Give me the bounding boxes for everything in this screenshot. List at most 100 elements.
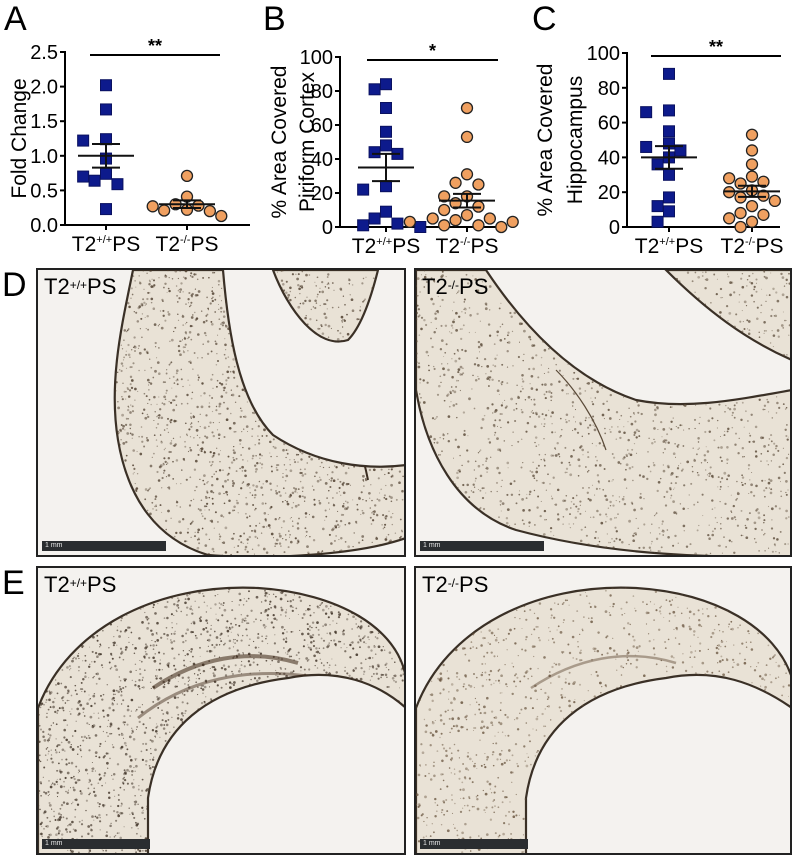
y-tick-label: 20	[598, 182, 620, 204]
panel-letter-d: D	[2, 266, 27, 304]
data-point-circle	[745, 158, 759, 171]
y-tick-label: 1.0	[30, 146, 58, 168]
data-point-circle	[745, 215, 759, 228]
data-point-circle	[768, 194, 782, 208]
data-point-square	[414, 221, 427, 233]
data-point-circle	[460, 208, 474, 222]
y-tick-label: 100	[300, 47, 333, 69]
panel-letter-e: E	[2, 564, 25, 602]
data-point-square	[391, 217, 404, 230]
data-point-square	[380, 125, 392, 138]
panel-letter-c: C	[532, 0, 557, 38]
data-point-square	[640, 140, 653, 153]
y-tick-label: 80	[598, 78, 620, 100]
tissue-texture	[38, 568, 404, 853]
data-point-square	[663, 104, 675, 117]
micrograph-e-knockout: T2-/-PS 1 mm	[414, 566, 792, 855]
y-tick-label: 100	[587, 43, 620, 65]
y-tick-label: 1.5	[30, 111, 58, 133]
chart-piriform-cortex: 0 20 40 60 80 100 % Area Covered Piriform Corte…	[268, 41, 519, 258]
data-point-square	[640, 106, 653, 119]
micrograph-e-wildtype: T2+/+PS 1 mm	[36, 566, 406, 855]
data-point-square	[357, 219, 370, 232]
data-point-square	[100, 203, 112, 216]
micrograph-label: T2+/+PS	[44, 274, 117, 299]
x-tick-label: T2+/+PS	[352, 235, 420, 258]
data-point-square	[651, 158, 664, 171]
y-axis-label: Hippocampus	[564, 76, 587, 204]
significance-stars: **	[709, 37, 723, 57]
data-point-square	[663, 67, 675, 80]
data-point-square	[380, 78, 392, 91]
data-point-circle	[506, 215, 519, 229]
data-point-circle	[460, 168, 474, 181]
panel-letter-b: B	[263, 0, 286, 38]
data-point-circle	[745, 199, 759, 213]
data-point-square	[100, 103, 112, 116]
y-axis-label: Piriform Cortex	[296, 71, 319, 212]
x-tick-label: T2-/-PS	[156, 233, 219, 256]
data-point-square	[663, 191, 675, 204]
panel-letter-a: A	[4, 0, 27, 38]
data-point-circle	[180, 169, 194, 183]
tissue-texture	[416, 270, 790, 555]
y-tick-label: 2.5	[30, 42, 58, 64]
data-point-circle	[472, 219, 485, 232]
micrograph-label: T2-/-PS	[422, 572, 489, 597]
x-tick-label: T2+/+PS	[72, 233, 140, 256]
y-tick-label: 60	[598, 113, 620, 135]
data-point-circle	[734, 206, 747, 220]
data-point-circle	[426, 212, 439, 225]
y-tick-label: 40	[311, 149, 333, 171]
data-point-circle	[460, 101, 474, 115]
data-point-square	[651, 215, 664, 228]
data-point-circle	[437, 219, 451, 232]
y-tick-label: 0	[609, 217, 620, 239]
data-point-circle	[495, 220, 508, 234]
data-point-circle	[203, 205, 217, 218]
micrograph-label: T2-/-PS	[422, 274, 489, 299]
data-point-circle	[215, 209, 228, 223]
data-point-circle	[745, 144, 759, 157]
data-point-circle	[437, 190, 451, 203]
scale-bar: 1 mm	[42, 541, 166, 551]
data-point-circle	[449, 214, 462, 227]
data-point-square	[88, 174, 101, 187]
data-point-circle	[483, 212, 497, 225]
y-tick-label: 0.5	[30, 180, 58, 202]
data-point-square	[663, 168, 675, 181]
tissue-texture	[38, 270, 404, 555]
data-point-square	[77, 134, 90, 147]
data-point-circle	[745, 128, 759, 141]
data-point-circle	[403, 215, 417, 229]
data-point-circle	[734, 177, 747, 190]
data-point-circle	[757, 208, 770, 221]
y-axis-label: % Area Covered	[268, 66, 291, 219]
data-point-square	[368, 146, 381, 159]
x-tick-label: T2-/-PS	[721, 235, 784, 258]
data-point-circle	[437, 203, 451, 217]
data-point-circle	[745, 170, 759, 183]
data-point-circle	[157, 204, 171, 217]
micrograph-d-wildtype: T2+/+PS 1 mm	[36, 268, 406, 557]
y-axis-label: % Area Covered	[534, 64, 557, 217]
data-point-square	[368, 83, 381, 96]
data-point-circle	[192, 199, 205, 212]
data-point-square	[100, 167, 112, 180]
data-point-square	[111, 178, 124, 191]
data-point-circle	[757, 189, 770, 202]
data-point-square	[674, 144, 687, 157]
data-point-square	[100, 79, 112, 92]
data-point-circle	[449, 176, 462, 189]
data-point-circle	[146, 200, 159, 213]
chart-hippocampus: 0 20 40 60 80 100 % Area Covered Hippocampus T2+…	[534, 37, 784, 258]
significance-stars: **	[148, 36, 162, 56]
tissue-texture	[416, 568, 790, 853]
y-tick-label: 40	[598, 147, 620, 169]
data-point-square	[663, 125, 675, 138]
data-point-square	[380, 205, 392, 218]
data-point-circle	[722, 212, 736, 225]
data-point-circle	[722, 172, 736, 185]
micrograph-label: T2+/+PS	[44, 572, 117, 597]
y-tick-label: 0	[322, 217, 333, 239]
